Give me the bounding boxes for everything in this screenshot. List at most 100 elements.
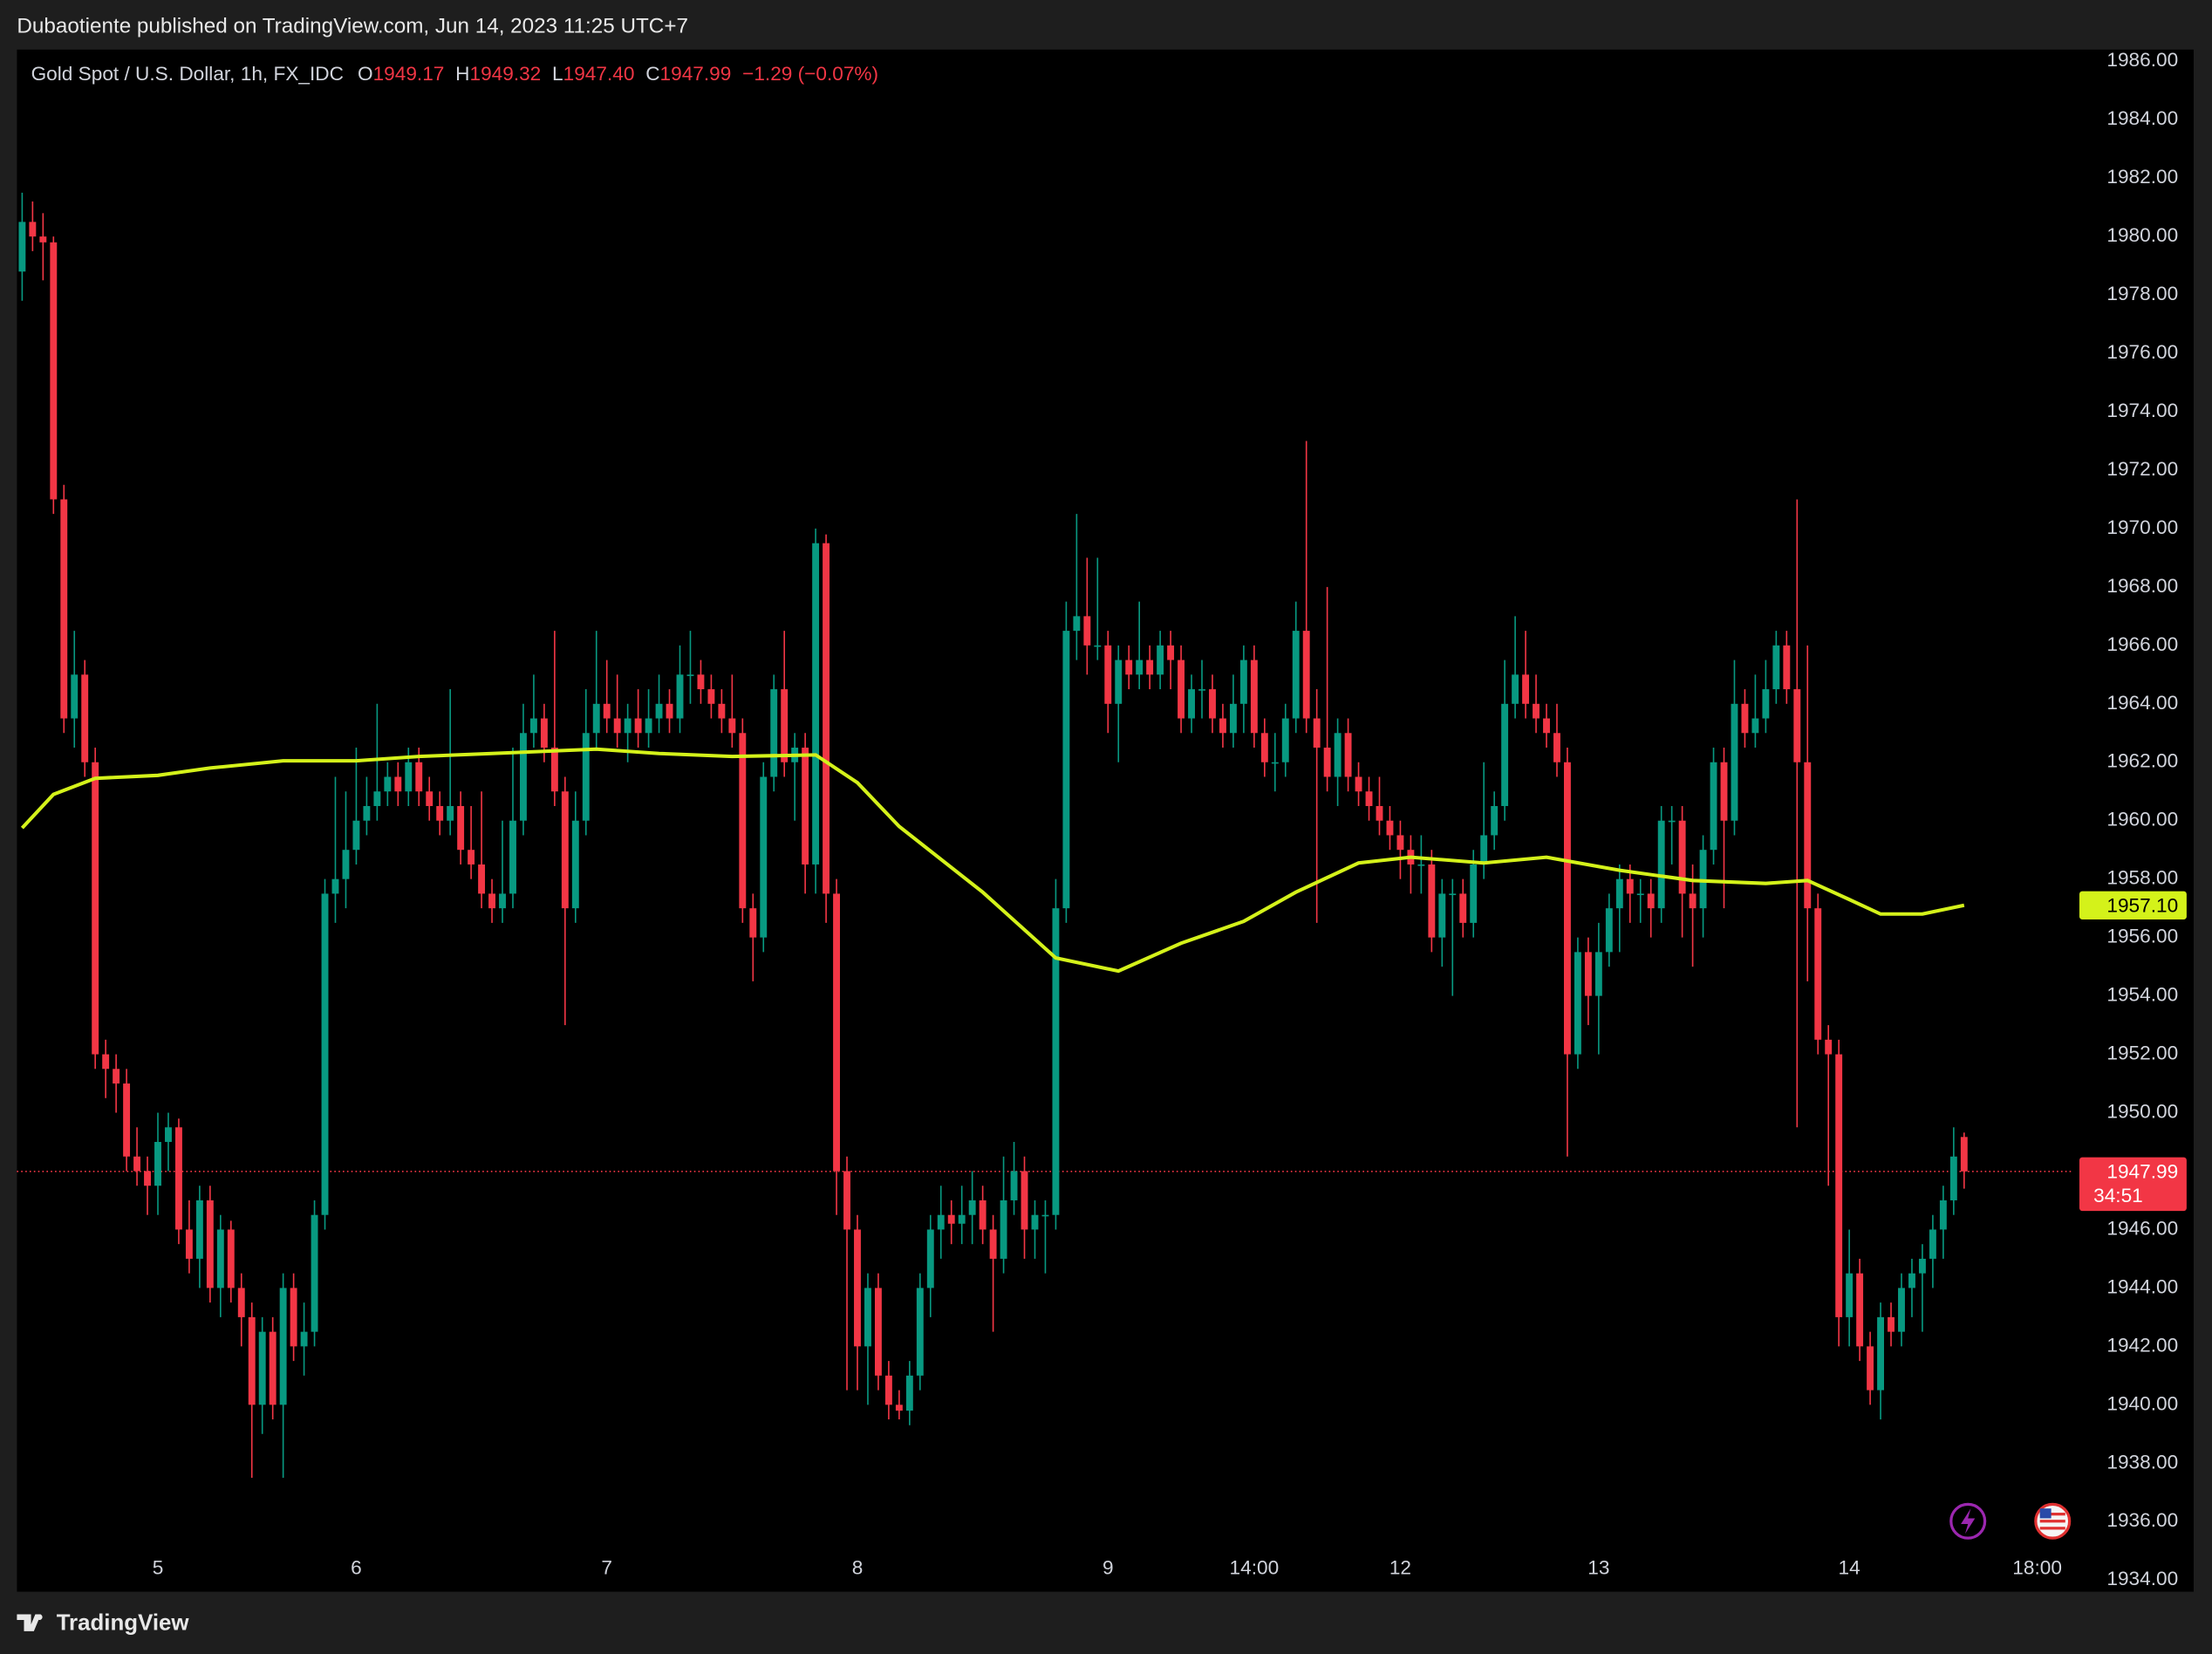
- legend: Gold Spot / U.S. Dollar, 1h, FX_IDC O194…: [31, 63, 879, 85]
- candle-body: [373, 791, 381, 806]
- candle-body: [165, 1127, 172, 1143]
- y-tick-label: 1968.00: [2106, 575, 2178, 597]
- candle-body: [676, 674, 684, 719]
- candle-body: [1501, 703, 1509, 806]
- candle-body: [1396, 835, 1404, 851]
- candle-body: [1386, 820, 1394, 836]
- candle-body: [1522, 674, 1530, 704]
- candle-body: [1010, 1171, 1018, 1200]
- candle-body: [436, 805, 444, 821]
- candle-body: [1605, 908, 1613, 953]
- ma-price-label: 1957.10: [2106, 894, 2178, 916]
- candle-body: [352, 820, 360, 851]
- candle-body: [843, 1171, 850, 1230]
- x-tick-label: 12: [1389, 1557, 1411, 1579]
- candle-body: [1313, 718, 1321, 748]
- candle-body: [488, 893, 495, 909]
- candle-body: [634, 718, 642, 734]
- candle-body: [1949, 1156, 1957, 1200]
- candle-body: [895, 1405, 903, 1411]
- candle-body: [582, 733, 590, 821]
- candle-body: [1094, 645, 1102, 647]
- candle-body: [770, 689, 778, 777]
- candle-body: [18, 222, 26, 272]
- candle-body: [1438, 893, 1446, 938]
- candle-body: [1470, 864, 1478, 923]
- candle-body: [102, 1054, 110, 1070]
- candle-body: [1783, 645, 1791, 690]
- candle-body: [864, 1288, 871, 1347]
- y-tick-label: 1940.00: [2106, 1392, 2178, 1414]
- candle-body: [81, 674, 89, 762]
- y-tick-label: 1946.00: [2106, 1217, 2178, 1239]
- y-tick-label: 1972.00: [2106, 458, 2178, 480]
- footer-text: TradingView: [57, 1611, 190, 1636]
- candle-body: [1167, 645, 1175, 660]
- candle-body: [520, 733, 527, 821]
- candle-body: [1229, 703, 1237, 734]
- y-tick-label: 1980.00: [2106, 224, 2178, 246]
- candle-body: [113, 1069, 120, 1084]
- candle-body: [1856, 1273, 1864, 1347]
- candle-body: [1657, 820, 1665, 909]
- last-price-tag: [2079, 1157, 2187, 1212]
- candle-body: [1219, 718, 1226, 734]
- flag-stripe: [2039, 1513, 2065, 1516]
- candle-body: [154, 1142, 161, 1186]
- candle-body: [123, 1083, 131, 1157]
- candle-body: [478, 864, 486, 894]
- y-tick-label: 1986.00: [2106, 49, 2178, 71]
- y-tick-label: 1952.00: [2106, 1042, 2178, 1064]
- candle-body: [1459, 893, 1467, 923]
- candle-body: [1344, 733, 1352, 777]
- candle-body: [185, 1229, 193, 1259]
- candle-body: [561, 791, 569, 909]
- candle-body: [1814, 908, 1822, 1040]
- candle-body: [739, 733, 747, 909]
- x-tick-label: 14: [1839, 1557, 1860, 1579]
- candle-body: [1334, 733, 1342, 777]
- candle-body: [1178, 660, 1185, 719]
- candle-body: [311, 1214, 318, 1332]
- candle-body: [1636, 893, 1644, 896]
- flag-icon[interactable]: [2034, 1502, 2072, 1540]
- candle-body: [833, 893, 841, 1172]
- candle-body: [248, 1316, 256, 1405]
- lightning-icon[interactable]: [1949, 1502, 1987, 1540]
- ohlc-key: C: [645, 63, 659, 85]
- candle-body: [1574, 952, 1581, 1055]
- candle-body: [1835, 1054, 1843, 1317]
- candle-body: [39, 236, 47, 243]
- candle-body: [603, 703, 611, 719]
- candle-body: [1804, 762, 1812, 909]
- symbol: Gold Spot / U.S. Dollar, 1h, FX_IDC: [31, 63, 344, 85]
- x-tick-label: 9: [1103, 1557, 1114, 1579]
- candle-body: [1564, 762, 1571, 1055]
- candle-body: [1647, 893, 1655, 909]
- candle-body: [144, 1171, 151, 1186]
- moving-average: [20, 747, 1965, 974]
- candle-body: [854, 1229, 861, 1347]
- candle-body: [1751, 718, 1759, 734]
- candle-body: [206, 1199, 214, 1288]
- candle-body: [29, 222, 37, 237]
- y-tick-label: 1962.00: [2106, 750, 2178, 772]
- candle-body: [363, 805, 371, 821]
- candle-body: [540, 718, 548, 748]
- ohlc-value: 1947.99: [660, 63, 732, 85]
- candle-body: [71, 674, 79, 719]
- candle-body: [1292, 631, 1300, 719]
- candle-body: [718, 703, 726, 719]
- candle-body: [1898, 1288, 1905, 1332]
- candle-body: [1918, 1258, 1926, 1274]
- candle-body: [1678, 820, 1686, 894]
- candle-body: [1533, 703, 1540, 719]
- candle-body: [1449, 893, 1457, 896]
- y-tick-label: 1958.00: [2106, 867, 2178, 889]
- candle-body: [613, 718, 621, 734]
- y-tick-label: 1938.00: [2106, 1451, 2178, 1473]
- candle-body: [905, 1375, 913, 1411]
- x-tick-label: 8: [852, 1557, 864, 1579]
- y-tick-label: 1944.00: [2106, 1275, 2178, 1297]
